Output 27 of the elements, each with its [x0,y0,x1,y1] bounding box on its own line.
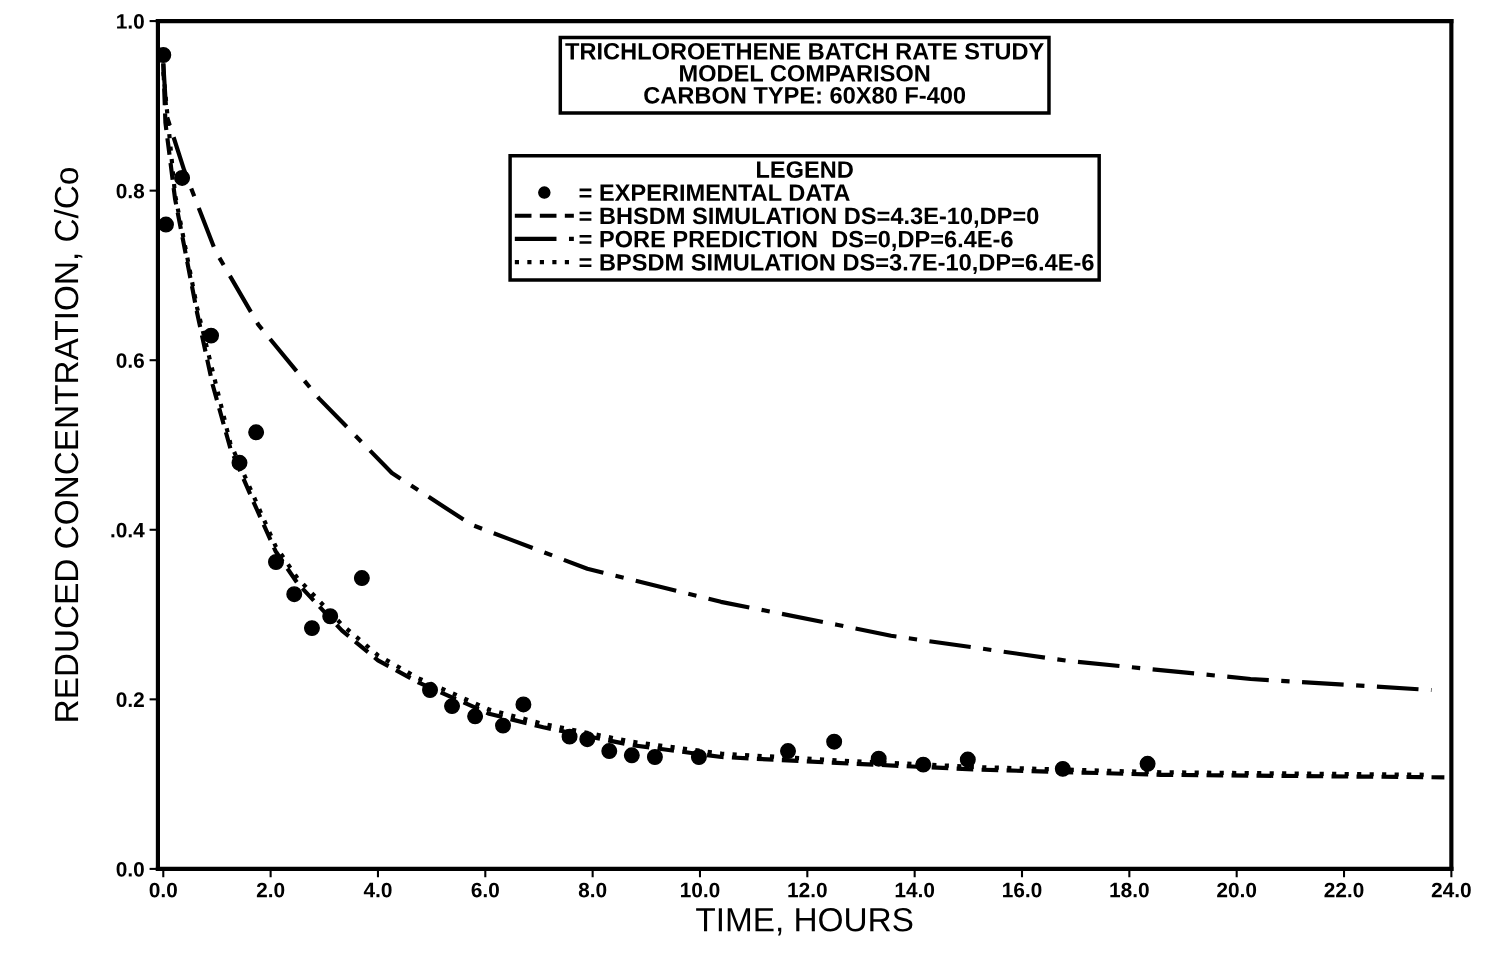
legend-label: = PORE PREDICTION DS=0,DP=6.4E-6 [579,230,1013,251]
y-axis-title: REDUCED CONCENTRATION, C/Co [53,167,83,721]
x-tick-label: 22.0 [1324,882,1364,898]
x-tick-label: 14.0 [895,882,935,898]
y-tick-label: 1.0 [117,14,144,29]
y-tick-label: 0.0 [116,861,144,877]
legend-title: LEGEND [757,161,853,178]
x-tick-label: 24.0 [1431,882,1471,898]
y-tick-label: 0.6 [116,353,144,368]
text: TRICHLOROETHENE BATCH RATE STUDY MODEL COMPARISON CARBON TYPE: 60X80 F-400 [565,42,1044,104]
y-tick-label: 0.2 [116,692,144,708]
x-tick-label: 0.0 [149,882,177,898]
x-tick-label: 20.0 [1217,882,1257,898]
legend-label: = BPSDM SIMULATION DS=3.7E-10,DP=6.4E-6 [579,253,1094,275]
y-tick-label: .0.4 [111,522,145,538]
y-tick-label: 0.8 [116,183,145,199]
x-tick-label: 4.0 [363,882,392,898]
x-tick-label: 16.0 [1003,882,1042,898]
x-tick-label: 12.0 [788,882,827,898]
x-tick-label: 2.0 [256,882,285,898]
x-axis-title: TIME, HOURS [696,907,913,936]
x-tick-label: 6.0 [471,882,499,898]
x-tick-label: 10.0 [681,882,720,898]
legend-label: = BHSDM SIMULATION DS=4.3E-10,DP=0 [579,207,1039,228]
x-tick-label: 8.0 [578,882,607,898]
x-tick-label: 18.0 [1110,882,1149,898]
legend-label: = EXPERIMENTAL DATA [579,184,850,201]
